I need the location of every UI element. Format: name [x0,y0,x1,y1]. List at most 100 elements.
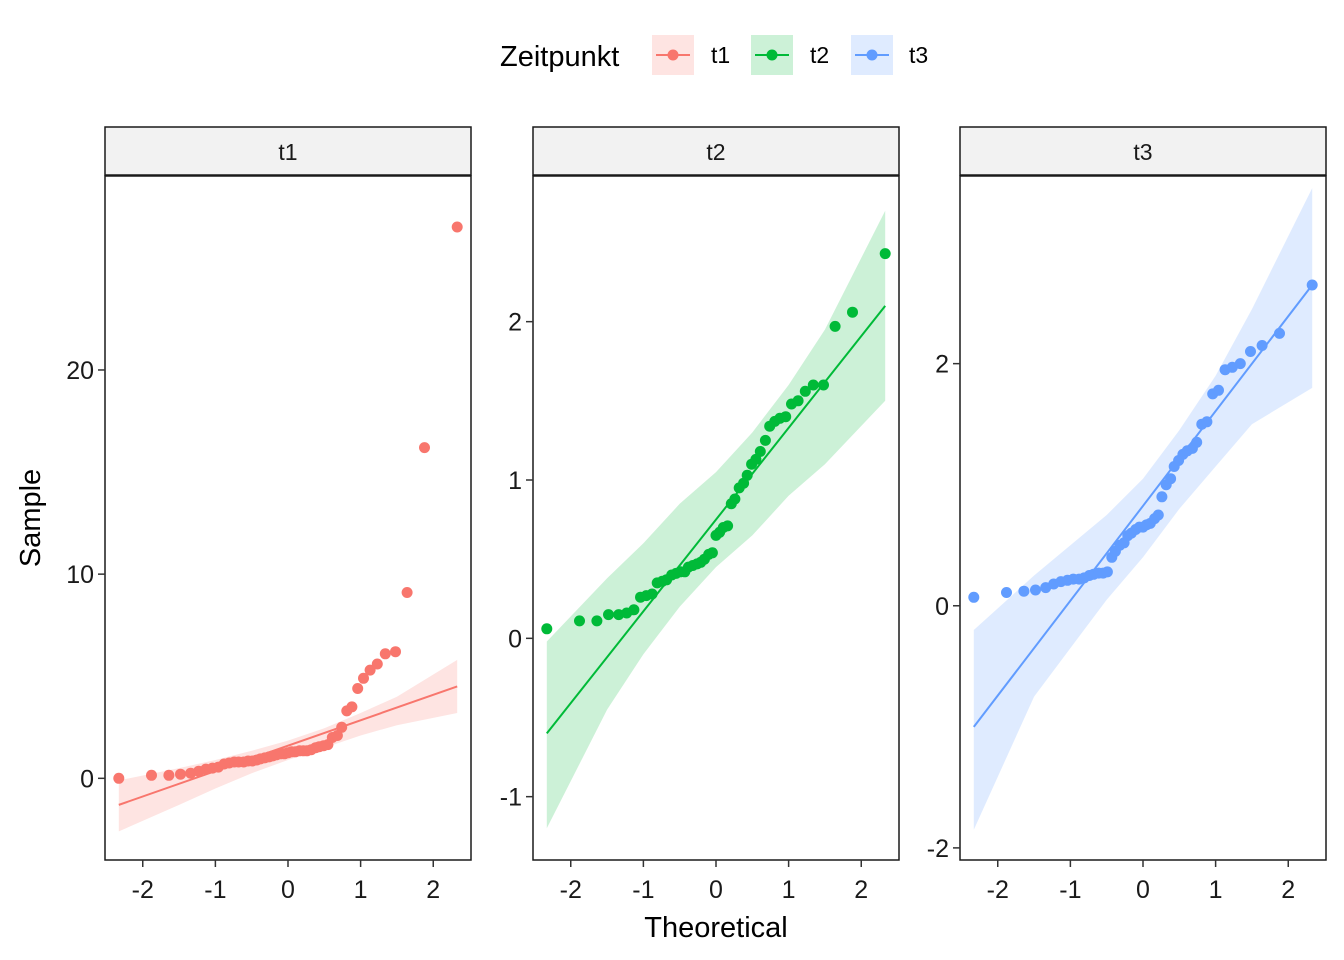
x-tick-label: 0 [709,876,723,904]
data-point-t2 [729,493,741,505]
plot-area-t1 [113,221,463,832]
data-point-t2 [754,446,766,457]
strip-label-t1: t1 [278,139,297,165]
x-tick-label: 0 [1136,876,1150,904]
legend-key-point-t3 [866,49,878,61]
y-axis-title: Sample [15,469,47,567]
data-point-t2 [799,385,811,397]
data-point-t1 [419,442,430,454]
data-point-t1 [390,646,401,658]
data-point-t2 [759,434,771,446]
data-point-t2 [847,306,858,318]
data-point-t2 [541,623,553,635]
data-point-t3 [1030,584,1041,596]
legend-key-point-t2 [766,49,778,61]
data-point-t3 [1165,473,1177,485]
x-tick-label: 1 [782,876,796,904]
data-point-t3 [1191,436,1203,448]
confidence-band-t3 [973,188,1313,830]
data-point-t1 [346,701,358,713]
panel-t3: t3 -2 0 2 -2 -1 0 1 2 [927,126,1327,904]
data-point-t3 [1001,587,1012,598]
data-point-t1 [336,721,348,733]
data-point-t3 [1213,384,1224,396]
x-tick-label: 1 [1209,876,1223,904]
x-tick-label: 0 [281,876,295,904]
data-point-t1 [175,768,186,780]
data-point-t3 [968,591,980,603]
legend-label-t1: t1 [711,42,730,68]
data-point-t2 [780,411,792,423]
data-point-t3 [1306,279,1318,291]
data-point-t2 [591,615,603,627]
reference-line-t1 [118,685,458,806]
data-point-t3 [1274,327,1285,339]
data-point-t2 [646,588,658,600]
data-point-t2 [818,379,829,391]
data-point-t3 [1245,346,1256,357]
data-point-t2 [807,379,819,391]
legend-label-t3: t3 [909,42,928,68]
y-tick-label: -2 [927,835,949,863]
y-tick-label: 10 [66,561,94,589]
x-tick-label: 2 [1281,876,1295,904]
panel-t1: t1 0 10 20 -2 -1 0 1 2 [66,126,472,904]
data-point-t2 [603,609,614,621]
data-point-t1 [401,587,413,598]
data-point-t2 [879,248,891,260]
reference-line-t2 [546,305,886,734]
legend-key-t1: t1 [652,35,730,75]
data-point-t1 [451,221,463,233]
data-point-t3 [1101,566,1113,578]
y-tick-label: 0 [935,593,949,621]
data-point-t2 [722,520,734,532]
strip-t1 [104,126,472,176]
x-tick-label: -2 [560,876,582,904]
panel-t2: t2 -1 0 1 2 -2 -1 0 1 2 [500,126,900,904]
y-tick-label: 20 [66,357,94,385]
strip-label-t3: t3 [1133,139,1152,165]
legend-key-t2: t2 [751,35,829,75]
y-tick-label: 0 [508,625,522,653]
data-point-t3 [1156,491,1168,503]
data-point-t1 [113,772,125,784]
data-point-t3 [1018,585,1030,597]
y-tick-label: 2 [508,309,522,337]
x-tick-label: -1 [1059,876,1081,904]
x-tick-label: 1 [354,876,368,904]
x-tick-label: 2 [854,876,868,904]
x-tick-label: -1 [632,876,654,904]
y-tick-label: 0 [80,765,94,793]
x-tick-label: -1 [204,876,226,904]
legend: Zeitpunkt t1 t2 t3 [500,35,928,75]
legend-key-point-t1 [667,49,679,61]
plot-area-t3 [968,188,1318,830]
data-point-t3 [1201,416,1213,428]
strip-label-t2: t2 [706,139,725,165]
data-point-t2 [628,604,640,616]
data-point-t3 [1234,358,1246,370]
data-point-t1 [146,769,157,781]
data-point-t1 [358,672,369,684]
data-point-t2 [829,320,841,332]
x-tick-label: 2 [426,876,440,904]
x-tick-label: -2 [987,876,1009,904]
data-point-t2 [574,615,585,627]
strip-t3 [959,126,1327,176]
legend-label-t2: t2 [810,42,829,68]
x-tick-label: -2 [132,876,154,904]
data-point-t1 [379,648,391,660]
x-axis-title: Theoretical [644,912,787,944]
data-point-t1 [352,683,364,694]
data-point-t2 [741,469,753,481]
data-point-t3 [1152,509,1164,521]
y-tick-label: 1 [508,467,522,495]
legend-title: Zeitpunkt [500,41,619,73]
data-point-t2 [792,395,804,407]
reference-line-t3 [973,284,1313,728]
y-tick-label: 2 [935,351,949,379]
y-tick-label: -1 [500,784,522,812]
data-point-t1 [364,664,376,676]
data-point-t1 [163,769,175,781]
